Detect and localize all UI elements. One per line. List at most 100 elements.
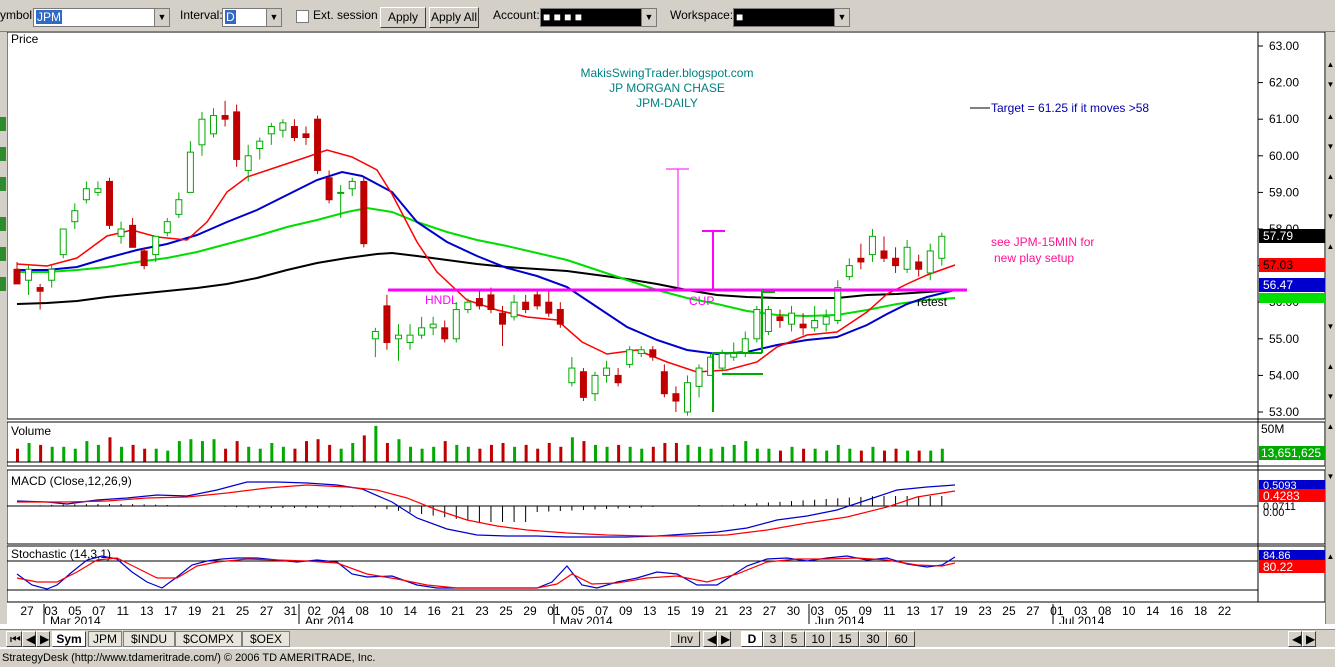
volume-bar (825, 450, 829, 462)
candle-body (799, 323, 807, 329)
arrow-up-icon[interactable]: ▲ (1326, 422, 1335, 431)
arrow-down-icon[interactable]: ▼ (1326, 212, 1335, 221)
last-price-value: 57.79 (1263, 229, 1293, 243)
candle-body (603, 367, 611, 376)
arrow-up-icon[interactable]: ▲ (1326, 172, 1335, 181)
volume-bar (559, 446, 563, 462)
date-tick-label: 07 (92, 604, 106, 618)
candle-body (279, 122, 287, 131)
arrow-up-icon[interactable]: ▲ (1326, 112, 1335, 121)
candle-body (857, 257, 865, 263)
scroll-left-icon[interactable]: ◀ (1288, 631, 1302, 647)
tool-tab[interactable] (0, 217, 6, 231)
scroll-first-icon[interactable]: ⏮ (6, 631, 22, 647)
tab-compx[interactable]: $COMPX (175, 631, 242, 647)
arrow-up-icon[interactable]: ▲ (1326, 60, 1335, 69)
interval-60-button[interactable]: 60 (887, 631, 915, 647)
arrow-up-icon[interactable]: ▲ (1326, 362, 1335, 371)
arrow-down-icon[interactable]: ▼ (1326, 392, 1335, 401)
date-tick-label: 05 (571, 604, 585, 618)
volume-bar (154, 448, 158, 462)
date-tick-label: 08 (1098, 604, 1112, 618)
price-tags: 57.79 57.03 56.47 (1259, 229, 1325, 303)
ext-session-checkbox[interactable] (296, 10, 309, 23)
note-line1: see JPM-15MIN for (991, 235, 1094, 249)
account-combo[interactable]: ■ ■ ■ ■ ▼ (540, 8, 657, 27)
chevron-down-icon[interactable]: ▼ (266, 9, 281, 26)
interval-d-button[interactable]: D (741, 631, 763, 647)
chart-area[interactable]: Price Volume MACD (Close,12,26,9) Stocha… (7, 32, 1325, 624)
arrow-down-icon[interactable]: ▼ (1326, 142, 1335, 151)
chevron-down-icon[interactable]: ▼ (641, 9, 656, 26)
date-tick-label: 29 (523, 604, 537, 618)
stoch-k-value: 84.86 (1263, 550, 1291, 562)
arrow-up-icon[interactable]: ▲ (1326, 552, 1335, 561)
interval-10-button[interactable]: 10 (805, 631, 831, 647)
interval-3-button[interactable]: 3 (763, 631, 783, 647)
tool-tab[interactable] (0, 117, 6, 131)
tool-tab[interactable] (0, 277, 6, 291)
date-tick-label: 11 (883, 604, 896, 618)
stoch-panel-title: Stochastic (14,3,1) (11, 547, 111, 561)
arrow-down-icon[interactable]: ▼ (1326, 80, 1335, 89)
volume-bar (755, 448, 759, 462)
interval-30-button[interactable]: 30 (859, 631, 887, 647)
sym-button[interactable]: Sym (52, 631, 86, 647)
interval-combo[interactable]: D ▼ (222, 8, 282, 27)
candle-body (811, 320, 819, 329)
volume-bar (189, 439, 193, 462)
stoch-d-value: 80.22 (1263, 560, 1293, 574)
scroll-right-icon[interactable]: ▶ (1302, 631, 1316, 647)
tool-tab[interactable] (0, 247, 6, 261)
macd-hist-value: 0.0711 (1263, 501, 1296, 513)
candle-body (880, 250, 888, 259)
tab-indu[interactable]: $INDU (123, 631, 175, 647)
candle-body (452, 309, 460, 340)
inv-button[interactable]: Inv (670, 631, 700, 647)
candle-body (244, 155, 252, 171)
price-panel-frame (7, 32, 1325, 420)
chart-svg[interactable]: Price Volume MACD (Close,12,26,9) Stocha… (7, 32, 1325, 624)
volume-bar (848, 448, 852, 462)
date-tick-label: 01 (1050, 604, 1064, 618)
month-label: May 2014 (560, 614, 613, 624)
tool-tab[interactable] (0, 147, 6, 161)
apply-button[interactable]: Apply (380, 7, 426, 28)
target-annotation: Target = 61.25 if it moves >58 (991, 101, 1149, 115)
candle-body (938, 235, 946, 259)
workspace-combo[interactable]: ■ ▼ (733, 8, 850, 27)
interval-15-button[interactable]: 15 (831, 631, 859, 647)
date-tick-label: 21 (715, 604, 729, 618)
tool-tab[interactable] (0, 177, 6, 191)
volume-bar (859, 450, 863, 462)
candle-body (13, 268, 21, 285)
arrow-down-icon[interactable]: ▼ (1326, 322, 1335, 331)
volume-bar (709, 448, 713, 462)
tab-jpm[interactable]: JPM (88, 631, 122, 647)
volume-bar (536, 448, 540, 462)
date-tick-label: 05 (835, 604, 849, 618)
interval-5-button[interactable]: 5 (783, 631, 805, 647)
date-tick-label: 27 (763, 604, 777, 618)
arrow-down-icon[interactable]: ▼ (1326, 472, 1335, 481)
arrow-up-icon[interactable]: ▲ (1326, 242, 1335, 251)
tab-oex[interactable]: $OEX (242, 631, 290, 647)
chevron-down-icon[interactable]: ▼ (834, 9, 849, 26)
scroll-right-icon[interactable]: ▶ (36, 631, 50, 647)
candle-body (834, 287, 842, 321)
date-axis: 27 03 05 07 11 13 17 19 21 25 27 31 02 04 08 10 14 16 21 23… (20, 604, 1231, 618)
candle-body (741, 338, 749, 354)
vertical-scrollbar[interactable]: ▲ ▼ ▲ ▼ ▲ ▼ ▲ ▼ ▲ ▼ ▲ ▼ ▲ (1325, 32, 1335, 624)
date-tick-label: 03 (44, 604, 58, 618)
scroll-left-icon[interactable]: ◀ (703, 631, 717, 647)
apply-all-button[interactable]: Apply All (429, 7, 479, 28)
interval-value: D (225, 10, 236, 24)
candle-body (660, 371, 668, 395)
scroll-right-icon[interactable]: ▶ (717, 631, 731, 647)
chevron-down-icon[interactable]: ▼ (154, 9, 169, 26)
symbol-combo[interactable]: JPM ▼ (33, 8, 170, 27)
volume-tag (1259, 446, 1325, 460)
date-tick-label: 10 (1122, 604, 1136, 618)
date-tick-label: 10 (380, 604, 394, 618)
scroll-left-icon[interactable]: ◀ (22, 631, 36, 647)
